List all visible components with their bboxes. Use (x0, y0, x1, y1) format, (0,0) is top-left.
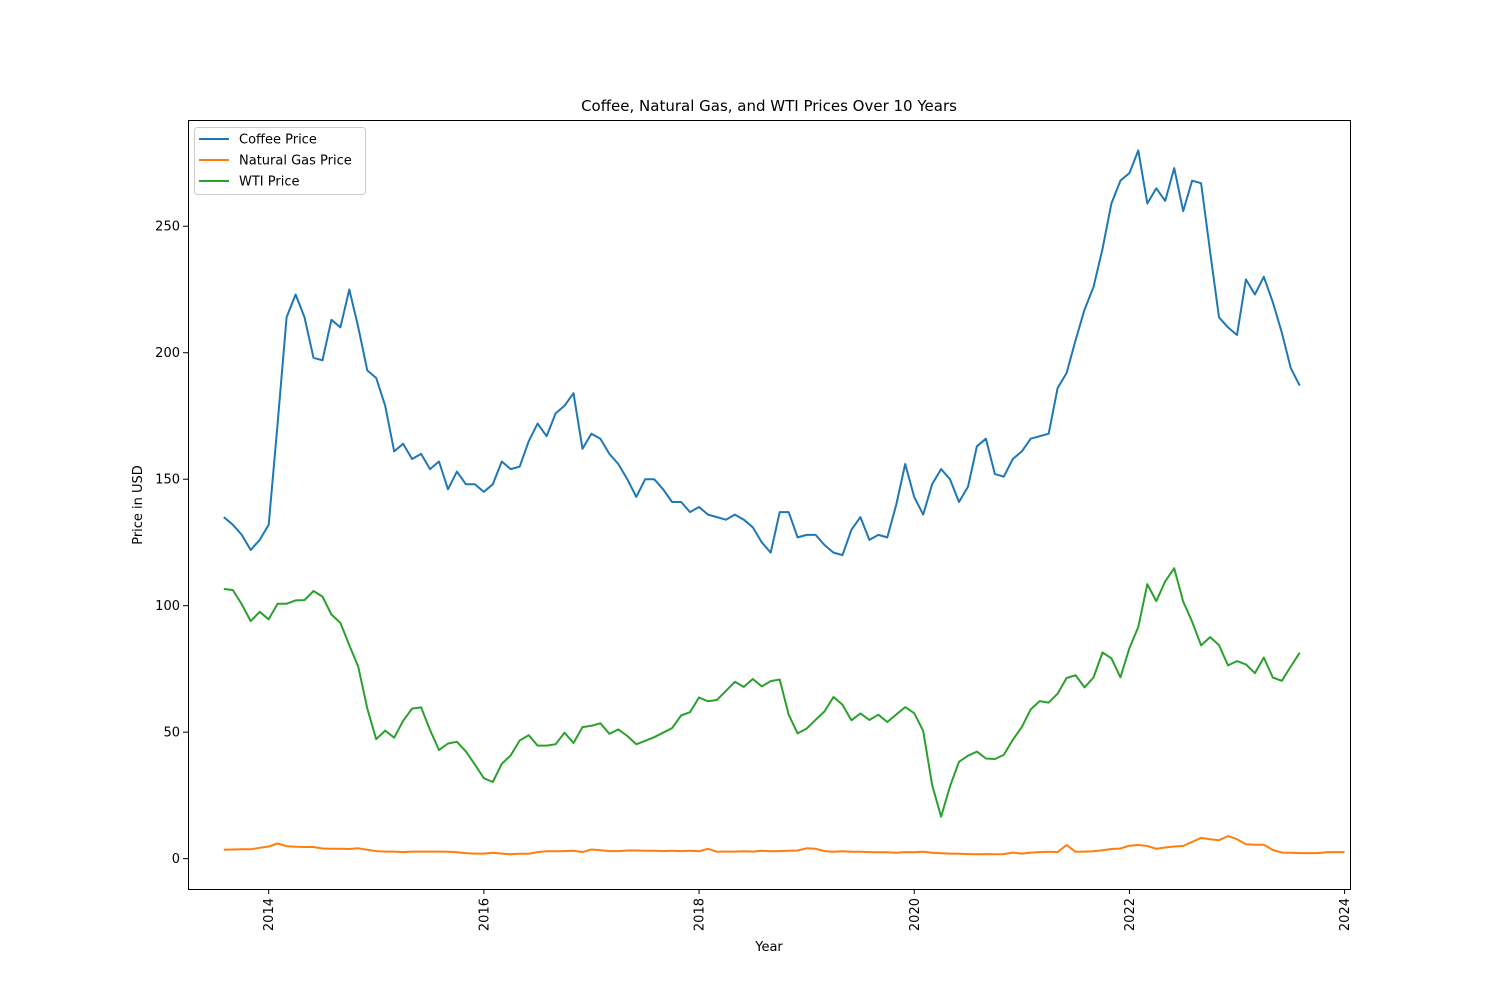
chart-title: Coffee, Natural Gas, and WTI Prices Over… (581, 97, 957, 115)
x-axis-label: Year (754, 940, 783, 955)
x-axis: 2014 2016 2018 2020 2022 2024 (262, 889, 1353, 931)
y-tick-label: 200 (155, 346, 180, 361)
x-tick-label: 2018 (693, 898, 708, 931)
legend-label-0: Coffee Price (239, 133, 317, 148)
legend-label-2: WTI Price (239, 175, 299, 190)
y-tick-label: 150 (155, 473, 180, 488)
series-line-2 (223, 567, 1301, 818)
y-tick-label: 0 (172, 852, 180, 867)
y-tick-label: 50 (163, 726, 180, 741)
series-line-1 (223, 835, 1345, 856)
x-tick-label: 2016 (477, 898, 492, 931)
plot-frame (188, 120, 1351, 890)
legend-label-1: Natural Gas Price (239, 154, 352, 169)
y-tick-label: 100 (155, 599, 180, 614)
y-axis-label: Price in USD (131, 465, 146, 545)
x-tick-label: 2022 (1123, 898, 1138, 931)
legend-box (194, 127, 366, 195)
x-tick-label: 2020 (908, 898, 923, 931)
series-lines (223, 149, 1345, 856)
x-tick-label: 2014 (262, 898, 277, 931)
y-axis: 0 50 100 150 200 250 (155, 220, 188, 867)
series-line-0 (223, 149, 1301, 557)
y-tick-label: 250 (155, 220, 180, 235)
x-tick-label: 2024 (1338, 898, 1353, 931)
legend: Coffee Price Natural Gas Price WTI Price (194, 127, 366, 195)
